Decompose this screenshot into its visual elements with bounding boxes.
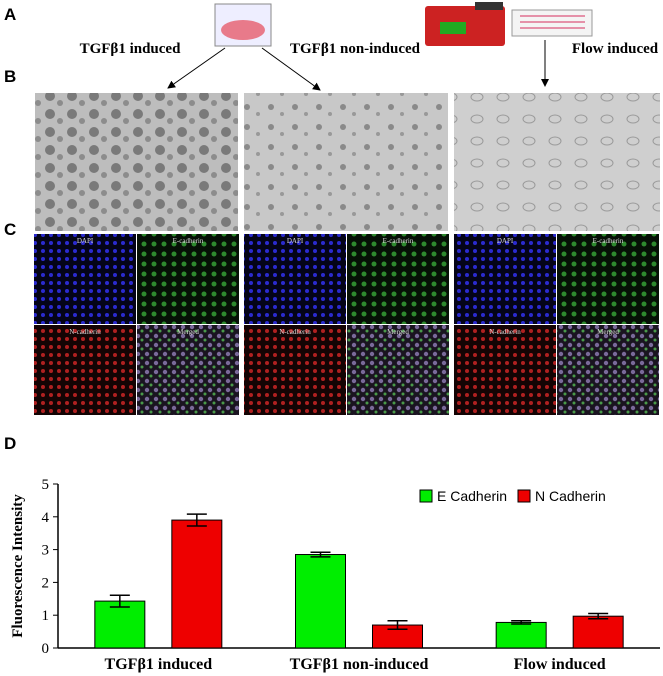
- legend-swatch: [517, 489, 531, 503]
- error-bar: [310, 551, 331, 558]
- y-tick-label: 2: [42, 575, 50, 591]
- y-tick-label: 3: [42, 543, 50, 559]
- condition-label: Flow induced: [572, 41, 659, 57]
- panel-label: A: [4, 5, 16, 24]
- y-tick-label: 5: [42, 477, 50, 493]
- legend-label: N Cadherin: [535, 488, 606, 504]
- arrow: [261, 47, 321, 91]
- y-tick-label: 1: [42, 608, 50, 624]
- panel-label: D: [4, 434, 16, 453]
- stain-label: Merged: [387, 328, 409, 336]
- fluorescence-image: [454, 234, 556, 324]
- fluorescence-image: [244, 234, 346, 324]
- stain-label: DAPI: [287, 237, 304, 245]
- stain-label: N-cadherin: [489, 328, 521, 336]
- fluorescence-image: [347, 234, 449, 324]
- panel-label: C: [4, 220, 16, 239]
- fluorescence-image: [557, 234, 659, 324]
- legend-swatch: [419, 489, 433, 503]
- fluorescence-image: [137, 234, 239, 324]
- condition-label: TGFβ1 non-induced: [290, 41, 421, 57]
- error-bar: [511, 620, 532, 625]
- panel-label: B: [4, 67, 16, 86]
- dish-icon: [214, 3, 272, 47]
- x-tick-label: TGFβ1 non-induced: [290, 656, 429, 673]
- pump-icon: [425, 2, 593, 46]
- fluorescence-image: [34, 325, 136, 415]
- stain-label: E-cadherin: [593, 237, 624, 245]
- error-bar: [186, 513, 207, 527]
- bar: [171, 519, 223, 649]
- bar: [295, 554, 346, 649]
- brightfield-image: [244, 93, 448, 231]
- stain-label: N-cadherin: [279, 328, 311, 336]
- brightfield-image: [454, 93, 660, 231]
- bar: [94, 600, 146, 649]
- fluorescence-image: [34, 234, 136, 324]
- fluorescence-image: [347, 325, 449, 415]
- stain-label: E-cadherin: [173, 237, 204, 245]
- y-tick-label: 4: [42, 510, 50, 526]
- stain-label: Merged: [597, 328, 619, 336]
- fluorescence-image: [557, 325, 659, 415]
- x-tick-label: TGFβ1 induced: [105, 656, 213, 673]
- stain-label: N-cadherin: [69, 328, 101, 336]
- brightfield-image: [35, 93, 238, 231]
- error-bar: [109, 594, 130, 608]
- bar: [495, 621, 547, 649]
- fluorescence-image: [454, 325, 556, 415]
- legend-label: E Cadherin: [437, 488, 507, 504]
- fluorescence-image: [137, 325, 239, 415]
- stain-label: Merged: [177, 328, 199, 336]
- error-bar: [387, 620, 408, 631]
- x-tick-label: Flow induced: [514, 656, 606, 673]
- fluorescence-image: [244, 325, 346, 415]
- arrow: [167, 47, 226, 89]
- y-tick-label: 0: [42, 641, 50, 657]
- stain-label: DAPI: [497, 237, 514, 245]
- error-bar: [588, 612, 609, 620]
- y-axis-label: Fluorescence Intensity: [10, 494, 26, 638]
- stain-label: E-cadherin: [383, 237, 414, 245]
- stain-label: DAPI: [77, 237, 94, 245]
- bar: [572, 615, 624, 649]
- condition-label: TGFβ1 induced: [80, 41, 181, 57]
